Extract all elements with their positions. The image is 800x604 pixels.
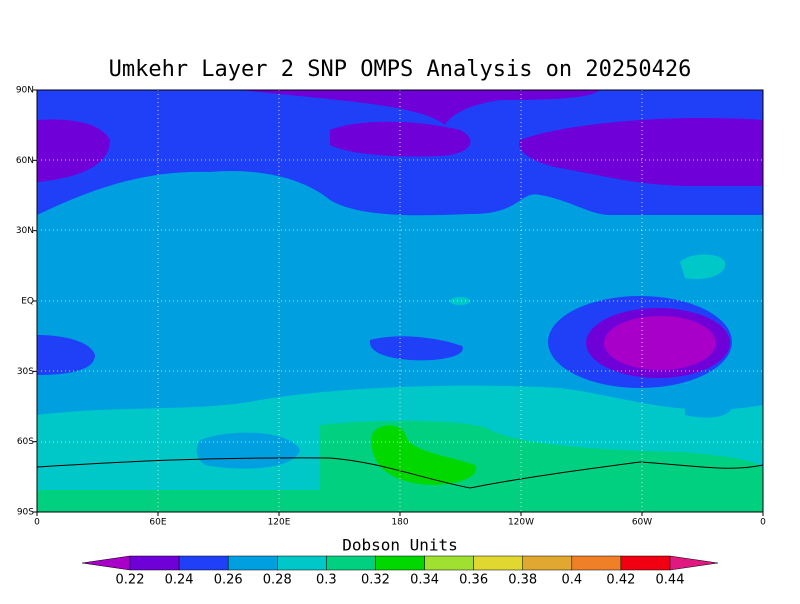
colorbar-box: [571, 555, 622, 571]
contour-fill: [240, 90, 600, 125]
contour-fill: [330, 121, 471, 157]
colorbar-label: 0.3: [316, 573, 337, 588]
lon-label: 60E: [149, 518, 166, 528]
colorbar-box: [375, 555, 425, 571]
contour-fill: [37, 490, 763, 512]
colorbar-label: 0.4: [561, 573, 582, 588]
colorbar-title: Dobson Units: [342, 536, 458, 555]
colorbar-label: 0.22: [116, 573, 145, 588]
colorbar-label: 0.32: [361, 573, 390, 588]
colorbar-label: 0.36: [459, 573, 488, 588]
lon-label: 60W: [632, 518, 652, 528]
contour-fill: [37, 119, 110, 182]
colorbar-box: [424, 555, 474, 571]
colorbar-label: 0.28: [263, 573, 292, 588]
colorbar-label: 0.26: [214, 573, 243, 588]
contour-fill: [369, 336, 463, 361]
colorbar-box: [129, 555, 180, 571]
colorbar-box: [178, 555, 229, 571]
contour-fill: [450, 297, 470, 305]
colorbar-label: 0.42: [606, 573, 635, 588]
colorbar-box: [473, 555, 523, 571]
graticule: [37, 90, 763, 512]
contour-fill: [320, 420, 763, 512]
colorbar-label: 0.38: [508, 573, 537, 588]
lat-label: 90S: [17, 508, 34, 518]
contour-fill: [37, 335, 95, 375]
colorbar-box: [326, 555, 376, 571]
lat-label: 60S: [17, 437, 34, 447]
lon-label: 0: [760, 518, 766, 528]
lon-label: 0: [34, 518, 40, 528]
lat-label: 60N: [16, 156, 34, 166]
colorbar-label: 0.24: [165, 573, 194, 588]
lat-label: 30N: [16, 226, 34, 236]
colorbar-label: 0.34: [410, 573, 439, 588]
contour-fill: [519, 118, 763, 186]
colorbar-box: [277, 555, 327, 571]
lon-label: 180: [391, 518, 408, 528]
map-title: Umkehr Layer 2 SNP OMPS Analysis on 2025…: [109, 57, 692, 82]
coastline: [37, 457, 763, 489]
colorbar-box: [522, 555, 573, 571]
lat-label: 90N: [16, 86, 34, 96]
lat-label: EQ: [21, 297, 34, 307]
lon-label: 120W: [508, 518, 534, 528]
colorbar-box: [227, 555, 278, 571]
colorbar-end: [81, 555, 131, 571]
contour-fill: [680, 254, 726, 280]
lat-label: 30S: [17, 367, 34, 377]
contour-field: [37, 90, 763, 512]
contour-fill: [196, 432, 300, 469]
contour-fill: [604, 316, 716, 370]
colorbar-label: 0.44: [656, 573, 685, 588]
colorbar-box: [620, 555, 671, 571]
colorbar-end: [669, 555, 719, 571]
contour-fill: [685, 398, 732, 418]
lon-label: 120E: [268, 518, 291, 528]
